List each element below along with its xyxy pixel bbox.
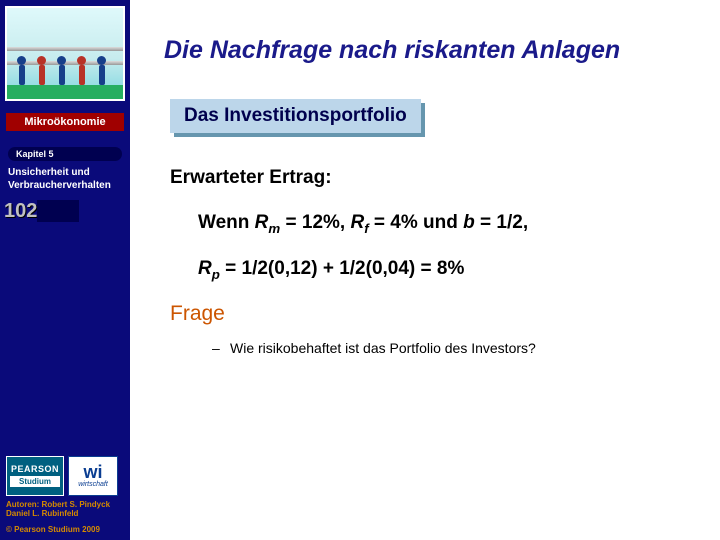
sidebar: Mikroökonomie Kapitel 5 Unsicherheit und… <box>0 0 130 540</box>
pearson-logo: PEARSON Studium <box>6 456 64 496</box>
rm-value: = 12%, <box>280 212 350 233</box>
slide-number-box: 102 <box>0 200 130 222</box>
decorative-header-image <box>5 6 125 101</box>
slide-content: Die Nachfrage nach riskanten Anlagen Das… <box>130 0 720 540</box>
slide-number: 102 <box>0 200 37 222</box>
publisher-block: PEARSON Studium wi wirtschaft Autoren: R… <box>0 450 130 540</box>
authors: Autoren: Robert S. Pindyck Daniel L. Rub… <box>6 500 124 519</box>
when-prefix: Wenn <box>198 212 255 233</box>
rf-symbol: R <box>350 212 364 233</box>
rf-value: = 4% und <box>369 212 464 233</box>
line-parameters: Wenn Rm = 12%, Rf = 4% und b = 1/2, <box>170 210 696 238</box>
chapter-title: Unsicherheit und Verbraucherverhalten <box>8 167 122 192</box>
rp-equation: = 1/2(0,12) + 1/2(0,04) = 8% <box>220 258 465 279</box>
chapter-pill: Kapitel 5 <box>8 147 122 161</box>
wi-logo: wi wirtschaft <box>68 456 118 496</box>
pearson-logo-line1: PEARSON <box>7 464 63 474</box>
rm-subscript: m <box>268 220 280 235</box>
b-value: = 1/2, <box>475 212 528 233</box>
line-expected-return: Erwarteter Ertrag: <box>170 165 696 192</box>
copyright: © Pearson Studium 2009 <box>6 525 124 534</box>
slide-subtitle: Das Investitionsportfolio <box>170 99 421 133</box>
rm-symbol: R <box>255 212 269 233</box>
rp-subscript: p <box>212 267 220 282</box>
body-text: Erwarteter Ertrag: Wenn Rm = 12%, Rf = 4… <box>170 165 696 284</box>
slide-title: Die Nachfrage nach riskanten Anlagen <box>164 36 696 65</box>
pearson-logo-line2: Studium <box>10 476 60 487</box>
wi-logo-main: wi <box>83 463 102 481</box>
b-symbol: b <box>463 212 475 233</box>
question-bullet: Wie risikobehaftet ist das Portfolio des… <box>212 340 696 356</box>
line-rp-equation: Rp = 1/2(0,12) + 1/2(0,04) = 8% <box>170 256 696 284</box>
rp-symbol: R <box>198 258 212 279</box>
question-heading: Frage <box>170 302 696 326</box>
discipline-badge: Mikroökonomie <box>6 113 124 131</box>
wi-logo-sub: wirtschaft <box>78 481 108 488</box>
